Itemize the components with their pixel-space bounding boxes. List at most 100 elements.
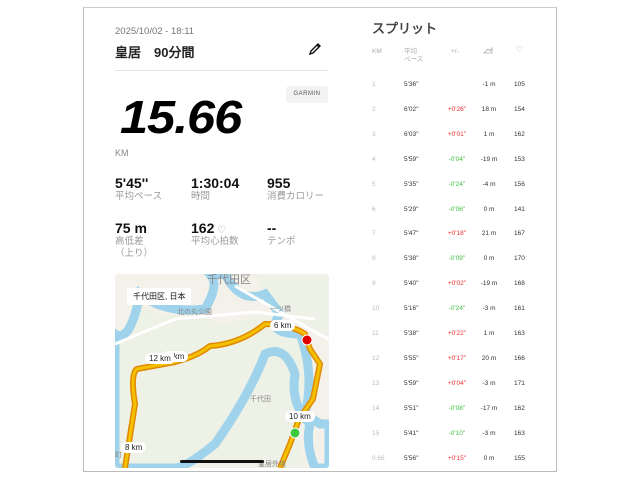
split-heart-rate: 163	[514, 429, 525, 437]
header-pace: 平均 ペース	[404, 48, 424, 63]
split-diff: -0'10''	[448, 429, 466, 437]
split-heart-rate: 162	[514, 404, 525, 412]
split-heart-rate: 153	[514, 155, 525, 163]
km-marker: 12 km	[145, 353, 175, 364]
stat-calories: 955 消費カロリー	[267, 175, 324, 203]
split-pace: 5'51''	[404, 404, 419, 412]
place-label: 一ツ橋	[270, 306, 291, 313]
split-km: 4	[372, 155, 376, 163]
split-km: 9	[372, 280, 376, 288]
split-diff: +0'26''	[447, 105, 467, 113]
split-elevation: -19 m	[480, 280, 498, 288]
split-heart-rate: 154	[514, 105, 525, 113]
activity-window	[83, 7, 557, 472]
heart-icon: ♡	[516, 45, 524, 54]
stat-tempo: -- テンポ	[267, 220, 296, 248]
split-heart-rate: 170	[514, 255, 525, 263]
split-row: 7 5'47'' +0'18'' 21 m 167	[0, 230, 640, 242]
split-row: 9 5'40'' +0'02'' -19 m 168	[0, 280, 640, 292]
end-marker	[301, 334, 313, 346]
activity-title: 皇居 90分間	[115, 45, 195, 60]
stat-label: 平均心拍数	[191, 236, 239, 247]
km-marker: 4 km	[163, 351, 189, 362]
split-heart-rate: 156	[514, 180, 525, 188]
split-pace: 5'41''	[404, 429, 419, 437]
pencil-icon[interactable]	[308, 42, 322, 56]
split-pace: 6'03''	[404, 130, 419, 138]
split-row: 15 5'41'' -0'10'' -3 m 163	[0, 430, 640, 442]
split-diff: -0'09''	[448, 255, 466, 263]
split-pace: 5'56''	[404, 454, 419, 462]
split-km: 11	[372, 330, 379, 337]
split-diff: +0'22''	[447, 330, 467, 337]
stat-label: 平均ペース	[115, 191, 163, 202]
split-km: 2	[372, 105, 376, 113]
split-elevation: -1 m	[482, 81, 496, 88]
split-km: 3	[372, 130, 376, 138]
stat-label: 高低差 （上り）	[115, 236, 154, 259]
km-marker: 6 km	[270, 320, 296, 331]
route-map[interactable]: 千代田区 北の丸公園 一ツ橋 千代田 皇居外苑 町 千代田区, 日本 6 km …	[115, 274, 329, 468]
split-km: 7	[372, 230, 376, 238]
split-elevation: 0 m	[483, 454, 495, 462]
split-km: 10	[372, 305, 380, 313]
location-label: 千代田区, 日本	[127, 288, 192, 305]
split-row: 2 6'02'' +0'26'' 18 m 154	[0, 106, 640, 118]
split-diff: -0'24''	[448, 305, 466, 313]
route-line-inner	[123, 322, 322, 468]
split-row: 11 5'38'' +0'22'' 1 m 163	[0, 330, 640, 342]
split-diff: +0'15''	[447, 454, 467, 462]
split-row: 10 5'16'' -0'24'' -3 m 161	[0, 305, 640, 317]
split-pace: 5'59''	[404, 379, 419, 387]
split-row: 14 5'51'' -0'08'' -17 m 162	[0, 405, 640, 417]
activity-date: 2025/10/02 - 18:11	[115, 26, 195, 37]
split-heart-rate: 161	[514, 305, 525, 313]
split-diff: +0'02''	[447, 280, 467, 288]
split-pace: 5'47''	[404, 230, 419, 238]
elevation-icon	[483, 47, 493, 54]
split-diff: +0'18''	[447, 230, 467, 238]
split-heart-rate: 163	[514, 330, 525, 337]
stat-value: 1:30:04	[191, 175, 240, 191]
stat-time: 1:30:04 時間	[191, 175, 239, 203]
split-km: 1	[372, 81, 376, 88]
split-row: 12 5'55'' +0'17'' 20 m 166	[0, 355, 640, 367]
road	[115, 284, 329, 346]
split-diff: -0'24''	[448, 180, 466, 188]
header-km: KM	[372, 48, 382, 55]
stat-heart-rate: 162 ♡ 平均心拍数	[191, 220, 239, 248]
stat-label: テンポ	[267, 236, 296, 247]
split-row: 1 5'36'' -1 m 105	[0, 81, 640, 93]
split-diff: -0'08''	[448, 404, 466, 412]
split-row: 3 6'03'' +0'01'' 1 m 162	[0, 131, 640, 143]
stat-value: 5'45''	[115, 175, 149, 191]
place-label: 千代田区	[207, 274, 251, 286]
split-pace: 5'38''	[404, 255, 419, 263]
split-heart-rate: 166	[514, 354, 525, 362]
distance-value: 15.66	[120, 91, 242, 143]
split-row: 4 5'59'' -0'04'' -19 m 153	[0, 156, 640, 168]
split-pace: 5'35''	[404, 180, 419, 188]
split-km: 5	[372, 180, 376, 188]
split-row: 0.66 5'56'' +0'15'' 0 m 155	[0, 455, 640, 467]
km-marker: 8 km	[121, 442, 147, 453]
header-diff: +/-	[451, 48, 459, 55]
home-indicator[interactable]	[180, 460, 264, 463]
split-elevation: 1 m	[483, 130, 495, 138]
split-pace: 5'38''	[404, 330, 419, 337]
km-marker: 10 km	[285, 411, 315, 422]
split-pace: 5'59''	[404, 155, 419, 163]
distance-unit: KM	[115, 148, 129, 158]
stat-value: 955	[267, 175, 291, 191]
split-elevation: -17 m	[480, 404, 498, 412]
heart-icon: ♡	[214, 225, 227, 236]
moat	[115, 274, 329, 468]
split-elevation: 21 m	[481, 230, 497, 238]
split-pace: 6'02''	[404, 105, 419, 113]
place-label: 町	[115, 452, 122, 459]
split-elevation: -19 m	[480, 155, 498, 163]
split-km: 8	[372, 255, 376, 263]
stat-value: 75 m	[115, 220, 147, 236]
split-heart-rate: 162	[514, 130, 525, 138]
split-pace: 5'40''	[404, 280, 419, 288]
